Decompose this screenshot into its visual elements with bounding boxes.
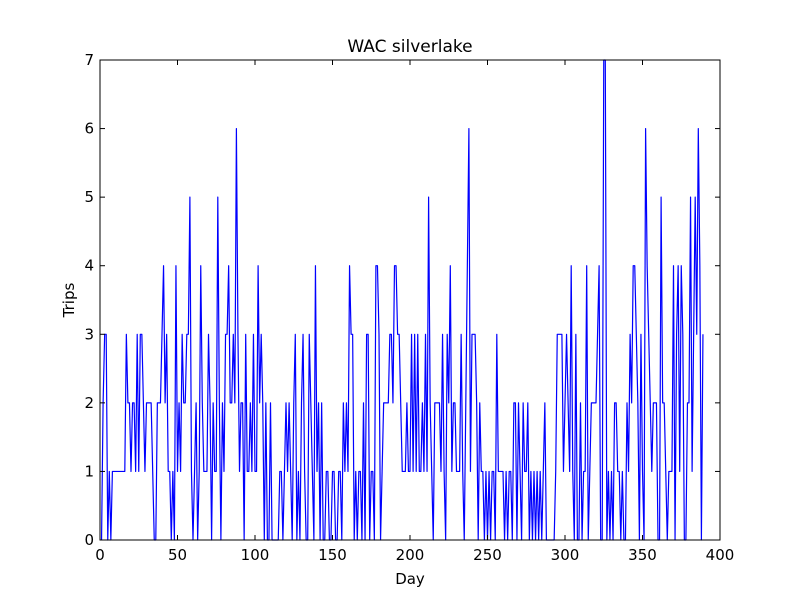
x-axis-label: Day <box>395 570 425 588</box>
x-tick-label: 350 <box>628 546 657 564</box>
y-tick: 4 <box>84 257 720 275</box>
y-tick: 0 <box>84 531 720 549</box>
x-tick: 100 <box>241 60 270 564</box>
x-tick: 0 <box>95 60 105 564</box>
x-tick-label: 50 <box>168 546 187 564</box>
y-tick-label: 1 <box>84 462 94 480</box>
chart-title: WAC silverlake <box>347 37 472 57</box>
x-tick-label: 0 <box>95 546 105 564</box>
y-tick: 1 <box>84 462 720 480</box>
x-tick-label: 100 <box>241 546 270 564</box>
x-tick-label: 300 <box>551 546 580 564</box>
x-tick: 150 <box>318 60 347 564</box>
y-tick: 7 <box>84 51 720 69</box>
x-tick-label: 200 <box>396 546 425 564</box>
y-tick-label: 0 <box>84 531 94 549</box>
x-tick-label: 150 <box>318 546 347 564</box>
data-layer <box>100 59 704 541</box>
x-tick: 250 <box>473 60 502 564</box>
series-line-0 <box>100 59 704 541</box>
y-axis-label: Trips <box>60 283 78 319</box>
y-tick-label: 7 <box>84 51 94 69</box>
x-tick: 400 <box>706 60 735 564</box>
x-tick-label: 250 <box>473 546 502 564</box>
y-axis-ticks: 0 1 2 3 4 5 6 7 <box>84 51 720 549</box>
y-tick: 5 <box>84 188 720 206</box>
y-tick-label: 4 <box>84 257 94 275</box>
y-tick-label: 5 <box>84 188 94 206</box>
x-tick: 200 <box>396 60 425 564</box>
x-tick-label: 400 <box>706 546 735 564</box>
y-tick-label: 2 <box>84 394 94 412</box>
x-tick: 50 <box>168 60 187 564</box>
y-tick: 3 <box>84 325 720 343</box>
y-tick: 6 <box>84 120 720 138</box>
x-axis-ticks: 0 50 100 150 200 250 300 350 400 <box>95 60 734 564</box>
x-tick: 350 <box>628 60 657 564</box>
y-tick-label: 6 <box>84 120 94 138</box>
y-tick-label: 3 <box>84 325 94 343</box>
y-tick: 2 <box>84 394 720 412</box>
x-tick: 300 <box>551 60 580 564</box>
